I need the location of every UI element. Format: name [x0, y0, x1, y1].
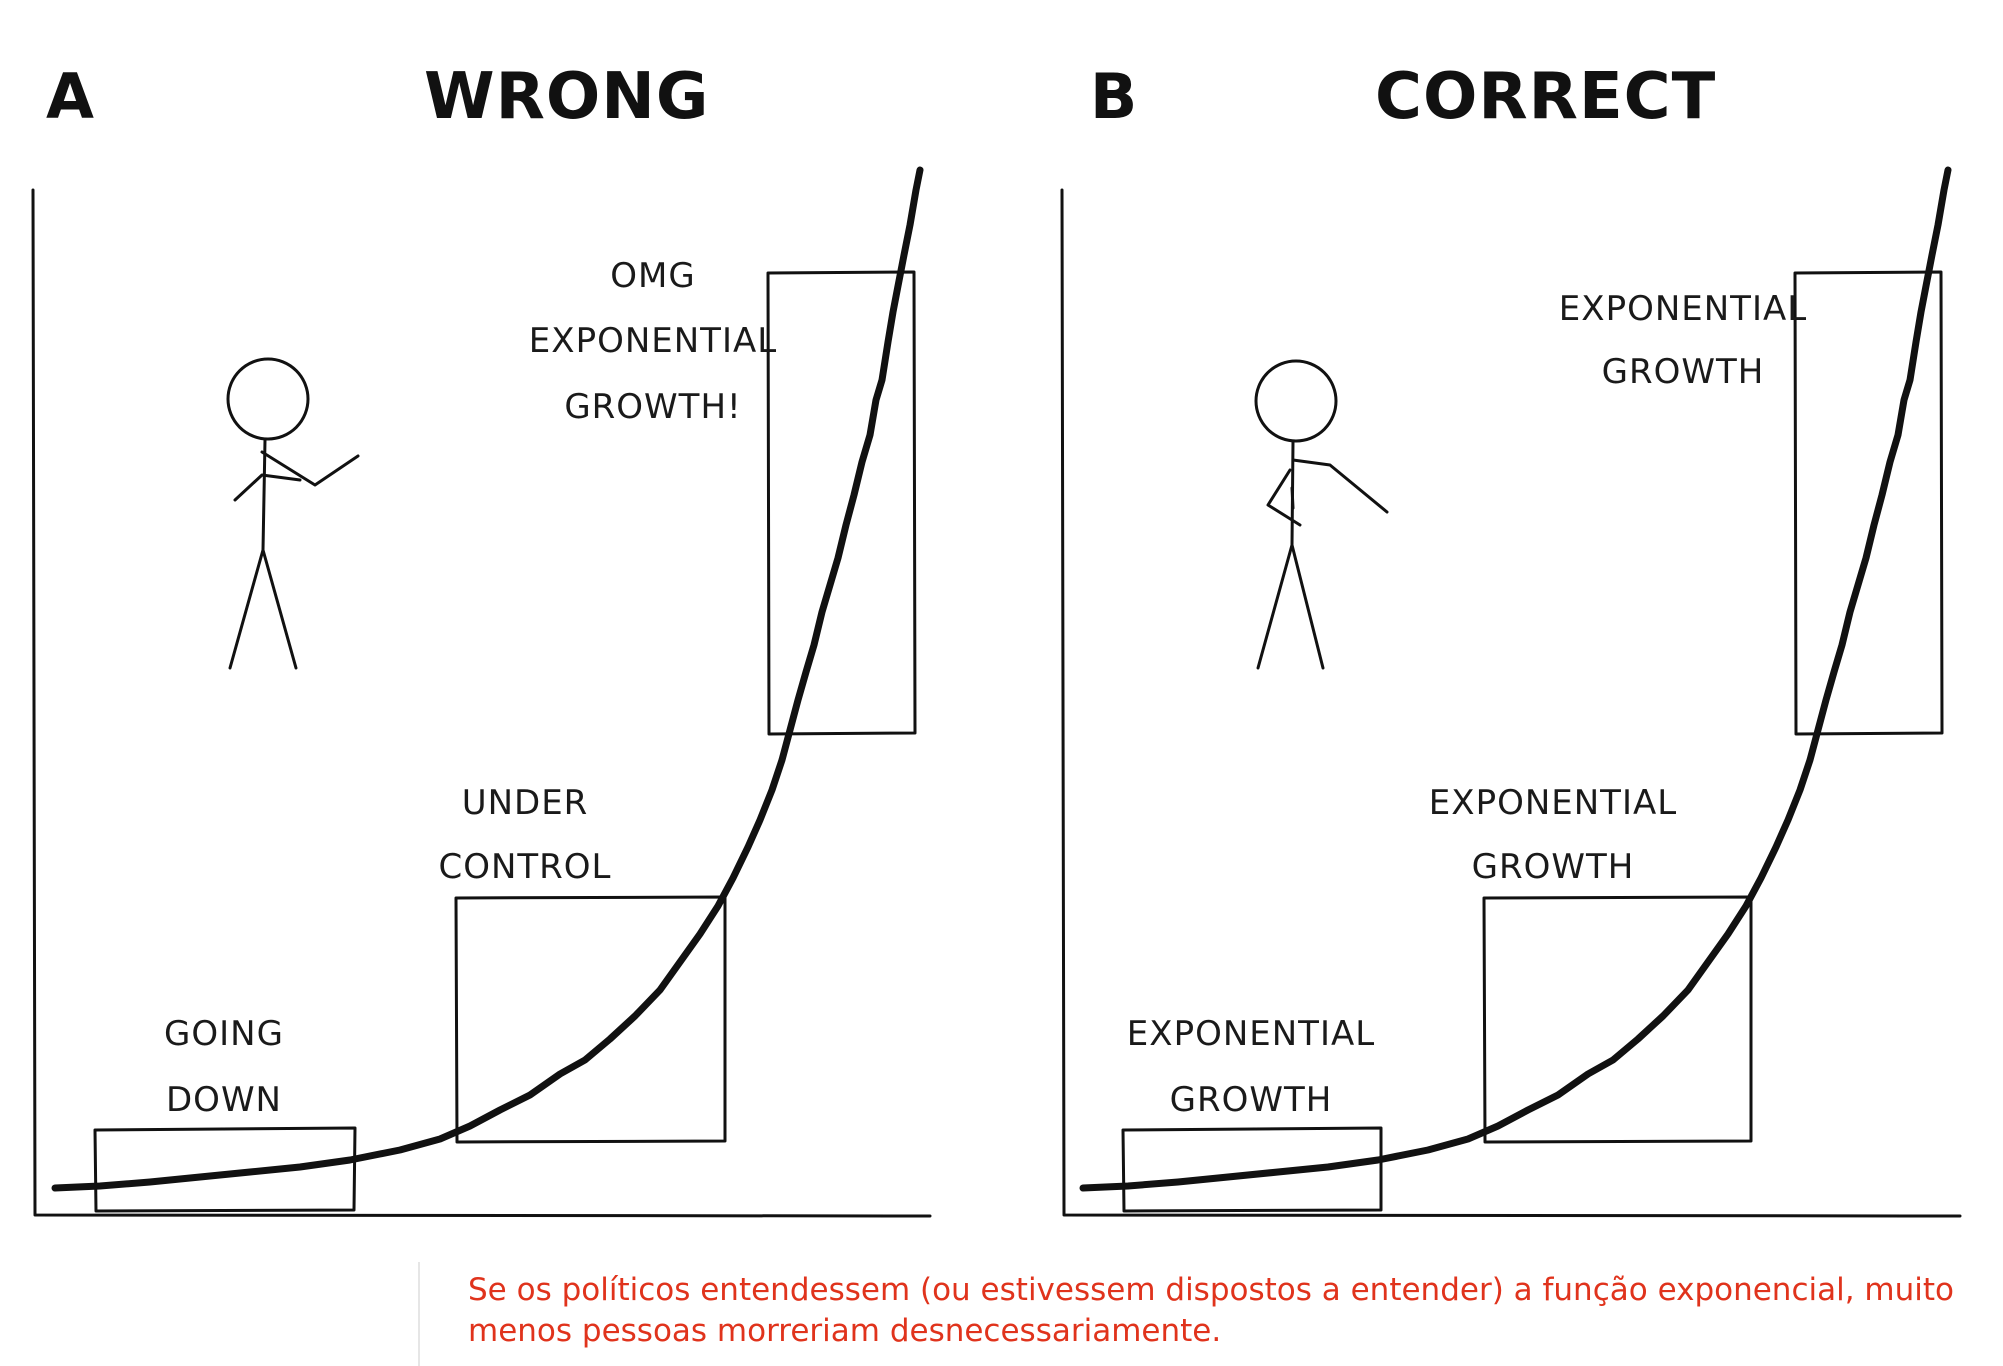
caption-text: Se os políticos entendessem (ou estivess… — [468, 1272, 1955, 1349]
label-line: EXPONENTIAL — [1429, 783, 1677, 823]
panel-a-box-top — [766, 270, 917, 736]
panel-b-label-middle: EXPONENTIAL GROWTH — [1429, 783, 1677, 887]
label-line: GROWTH — [1472, 847, 1635, 887]
panel-a-label-top: OMG EXPONENTIAL GROWTH! — [529, 256, 777, 427]
panel-a-box-middle — [454, 895, 727, 1144]
panel-b-curve — [1079, 166, 1952, 1192]
panel-a-stick-figure — [226, 357, 360, 670]
panel-b-box-top — [1793, 270, 1944, 736]
panel-a-axes — [31, 188, 932, 1218]
panel-a-curve — [51, 166, 924, 1192]
label-line: CONTROL — [438, 847, 611, 887]
caption-block: Se os políticos entendessem (ou estivess… — [418, 1262, 2003, 1366]
label-line: OMG — [610, 256, 695, 296]
label-line: GROWTH — [1170, 1080, 1333, 1120]
panel-a-letter: A — [46, 60, 94, 133]
panel-a-title: WRONG — [424, 60, 709, 134]
label-line: DOWN — [166, 1080, 282, 1120]
panel-b: B CORRECT EXPONENTIAL GROWTH EXPONENTIAL… — [1060, 60, 1962, 1218]
panel-b-title: CORRECT — [1375, 60, 1716, 134]
panel-b-box-middle — [1482, 895, 1753, 1144]
label-line: UNDER — [462, 783, 589, 823]
panel-a-label-bottom: GOING DOWN — [164, 1014, 284, 1120]
panel-b-label-bottom: EXPONENTIAL GROWTH — [1127, 1014, 1375, 1120]
panel-b-axes — [1060, 188, 1962, 1218]
panel-a-box-bottom — [93, 1126, 357, 1213]
panel-b-letter: B — [1090, 60, 1137, 133]
label-line: GROWTH! — [564, 387, 741, 427]
panel-a: A WRONG OMG EXPONENTIAL GROWTH! UNDER CO… — [31, 60, 932, 1218]
panel-a-label-middle: UNDER CONTROL — [438, 783, 611, 887]
label-line: GOING — [164, 1014, 284, 1054]
label-line: EXPONENTIAL — [1127, 1014, 1375, 1054]
label-line: EXPONENTIAL — [529, 321, 777, 361]
panel-b-label-top: EXPONENTIAL GROWTH — [1559, 289, 1807, 392]
panel-b-stick-figure — [1254, 359, 1389, 670]
label-line: GROWTH — [1602, 352, 1765, 392]
label-line: EXPONENTIAL — [1559, 289, 1807, 329]
panel-b-box-bottom — [1121, 1126, 1383, 1213]
